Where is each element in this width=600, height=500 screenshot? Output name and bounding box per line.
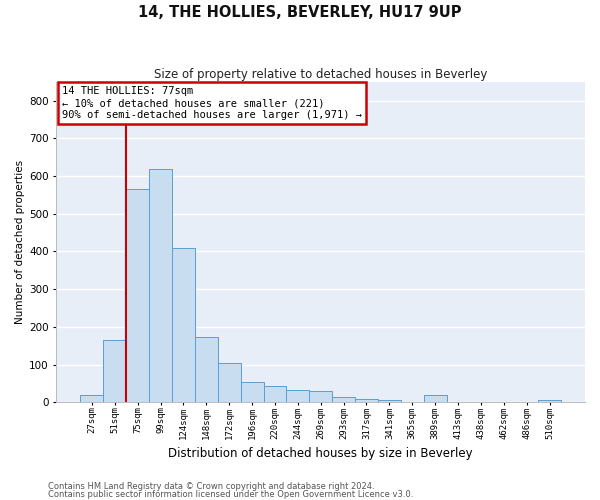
Bar — [172, 248, 195, 402]
Title: Size of property relative to detached houses in Beverley: Size of property relative to detached ho… — [154, 68, 487, 80]
Bar — [195, 338, 218, 402]
Bar — [80, 396, 103, 402]
Y-axis label: Number of detached properties: Number of detached properties — [15, 160, 25, 324]
Bar — [355, 399, 378, 402]
Bar — [286, 390, 309, 402]
Bar — [218, 363, 241, 402]
Bar — [309, 391, 332, 402]
Bar — [103, 340, 126, 402]
Bar — [538, 400, 561, 402]
Text: 14 THE HOLLIES: 77sqm
← 10% of detached houses are smaller (221)
90% of semi-det: 14 THE HOLLIES: 77sqm ← 10% of detached … — [62, 86, 362, 120]
Bar — [378, 400, 401, 402]
Bar — [149, 169, 172, 402]
Text: Contains public sector information licensed under the Open Government Licence v3: Contains public sector information licen… — [48, 490, 413, 499]
Bar — [241, 382, 263, 402]
Bar — [263, 386, 286, 402]
Text: Contains HM Land Registry data © Crown copyright and database right 2024.: Contains HM Land Registry data © Crown c… — [48, 482, 374, 491]
Bar — [424, 396, 446, 402]
X-axis label: Distribution of detached houses by size in Beverley: Distribution of detached houses by size … — [169, 447, 473, 460]
Bar — [126, 189, 149, 402]
Bar — [332, 398, 355, 402]
Text: 14, THE HOLLIES, BEVERLEY, HU17 9UP: 14, THE HOLLIES, BEVERLEY, HU17 9UP — [138, 5, 462, 20]
